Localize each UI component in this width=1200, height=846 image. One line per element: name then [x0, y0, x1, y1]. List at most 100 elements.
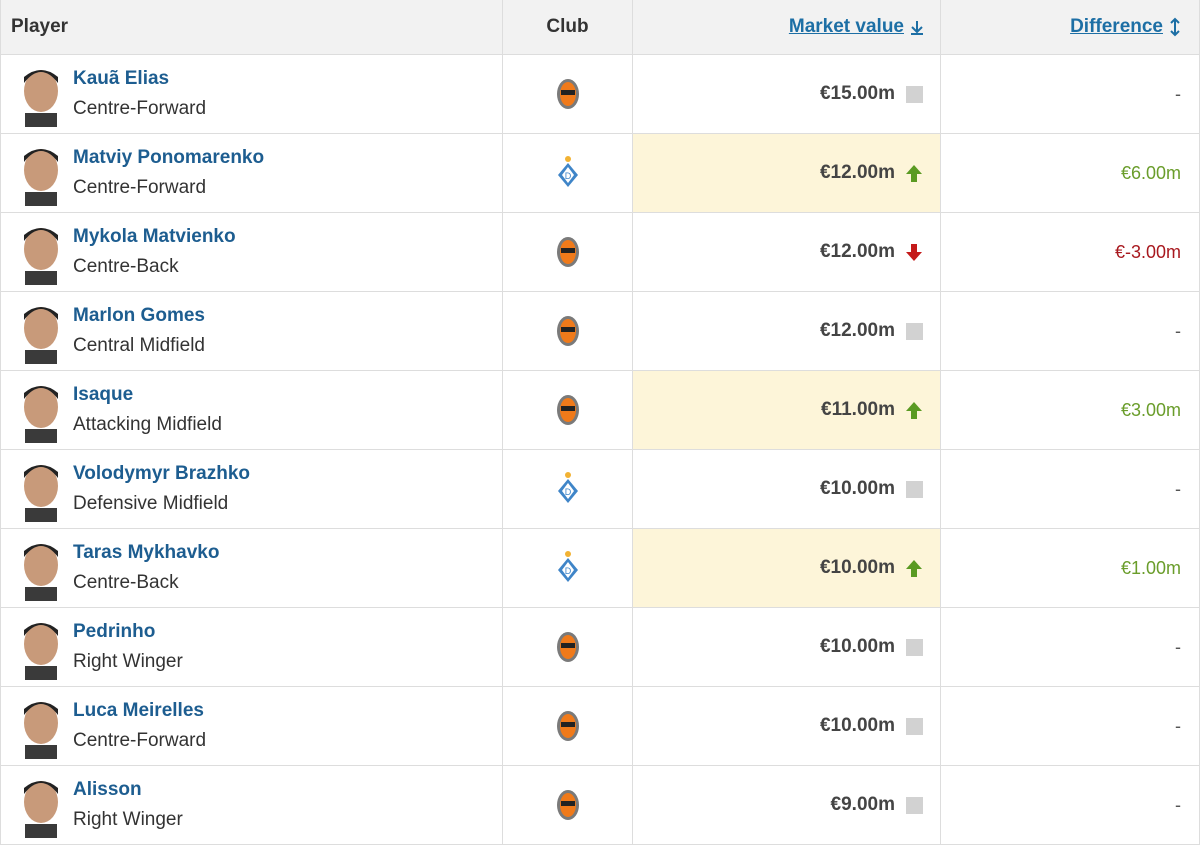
sort-link[interactable]: Market value: [788, 16, 904, 37]
market-value-cell: €10.00m: [633, 450, 941, 528]
player-position: Right Winger: [73, 809, 183, 830]
player-photo: [24, 781, 58, 838]
difference-cell: -: [941, 766, 1200, 844]
player-name[interactable]: Marlon Gomes: [73, 305, 205, 326]
player-row: Alisson Right Winger €9.00m -: [0, 766, 1200, 845]
club-cell: [503, 213, 633, 291]
market-value-cell: €12.00m: [633, 134, 941, 212]
club-cell: [503, 292, 633, 370]
market-value: €12.00m: [819, 241, 895, 262]
difference: €3.00m: [1120, 399, 1181, 420]
club-logo: D: [557, 472, 578, 503]
club-logo: [556, 790, 579, 820]
trend-icon: [906, 559, 922, 577]
player-info: Luca Meirelles Centre-Forward: [73, 700, 206, 752]
player-cell: Alisson Right Winger: [0, 766, 503, 844]
player-name[interactable]: Alisson: [73, 779, 142, 800]
player-cell: Mykola Matvienko Centre-Back: [0, 213, 503, 291]
player-name[interactable]: Luca Meirelles: [73, 700, 204, 721]
trend-icon: [906, 243, 922, 261]
club-cell: [503, 55, 633, 133]
club-cell: D: [503, 134, 633, 212]
trend-icon: [906, 322, 923, 340]
header-row: Player Club Market value Difference: [0, 0, 1200, 55]
player-cell: Kauã Elias Centre-Forward: [0, 55, 503, 133]
player-name[interactable]: Mykola Matvienko: [73, 226, 236, 247]
player-photo: [24, 702, 58, 759]
trend-icon: [906, 85, 923, 103]
player-name[interactable]: Volodymyr Brazhko: [73, 463, 251, 484]
player-info: Pedrinho Right Winger: [73, 621, 183, 673]
market-value: €10.00m: [819, 636, 895, 657]
trend-icon: [906, 164, 922, 182]
player-photo: [24, 544, 58, 601]
market-value-cell: €11.00m: [633, 371, 941, 449]
player-row: Isaque Attacking Midfield €11.00m €3.00m: [0, 371, 1200, 450]
difference: €1.00m: [1120, 557, 1181, 578]
market-value-cell: €10.00m: [633, 687, 941, 765]
player-cell: Marlon Gomes Central Midfield: [0, 292, 503, 370]
trend-icon: [906, 717, 923, 735]
player-position: Centre-Back: [73, 256, 179, 277]
header-player: Player: [0, 0, 503, 54]
club-cell: [503, 608, 633, 686]
market-value: €11.00m: [821, 399, 895, 420]
market-value-cell: €15.00m: [633, 55, 941, 133]
difference-cell: -: [941, 292, 1200, 370]
player-cell: Isaque Attacking Midfield: [0, 371, 503, 449]
player-info: Isaque Attacking Midfield: [73, 384, 222, 436]
player-info: Alisson Right Winger: [73, 779, 183, 831]
player-position: Centre-Back: [73, 572, 179, 593]
difference: -: [1175, 478, 1181, 499]
difference: -: [1175, 794, 1181, 815]
market-value: €15.00m: [819, 83, 895, 104]
player-position: Centre-Forward: [73, 177, 207, 198]
player-photo: [24, 228, 58, 285]
club-logo: D: [557, 156, 578, 187]
club-logo: [556, 316, 579, 346]
player-photo: [24, 386, 58, 443]
player-position: Attacking Midfield: [73, 414, 222, 435]
market-value-cell: €10.00m: [633, 529, 941, 607]
club-cell: [503, 371, 633, 449]
market-value-cell: €12.00m: [633, 292, 941, 370]
market-value: €10.00m: [819, 478, 895, 499]
header-market-value[interactable]: Market value: [633, 0, 941, 54]
difference-cell: -: [941, 687, 1200, 765]
player-name[interactable]: Taras Mykhavko: [73, 542, 220, 563]
player-photo: [24, 149, 58, 206]
header-difference[interactable]: Difference: [941, 0, 1200, 54]
club-cell: [503, 766, 633, 844]
club-cell: D: [503, 529, 633, 607]
svg-text:D: D: [564, 487, 571, 497]
club-logo: [556, 711, 579, 741]
player-row: Kauã Elias Centre-Forward €15.00m -: [0, 55, 1200, 134]
difference-cell: -: [941, 450, 1200, 528]
player-info: Volodymyr Brazhko Defensive Midfield: [73, 463, 250, 515]
player-row: Marlon Gomes Central Midfield €12.00m -: [0, 292, 1200, 371]
trend-icon: [906, 401, 922, 419]
player-name[interactable]: Kauã Elias: [73, 68, 170, 89]
club-cell: [503, 687, 633, 765]
difference: €6.00m: [1120, 162, 1181, 183]
difference: -: [1175, 320, 1181, 341]
player-name[interactable]: Matviy Ponomarenko: [73, 147, 265, 168]
player-position: Right Winger: [73, 651, 183, 672]
player-name[interactable]: Isaque: [73, 384, 134, 405]
player-position: Centre-Forward: [73, 98, 207, 119]
club-logo: [556, 395, 579, 425]
player-info: Matviy Ponomarenko Centre-Forward: [73, 147, 264, 199]
player-cell: Luca Meirelles Centre-Forward: [0, 687, 503, 765]
market-value: €12.00m: [819, 320, 895, 341]
player-row: Taras Mykhavko Centre-Back D €10.00m €1.00m: [0, 529, 1200, 608]
market-value: €10.00m: [819, 715, 895, 736]
player-cell: Volodymyr Brazhko Defensive Midfield: [0, 450, 503, 528]
svg-text:D: D: [564, 566, 571, 576]
club-logo: [556, 79, 579, 109]
difference-cell: €1.00m: [941, 529, 1200, 607]
sort-link[interactable]: Difference: [1070, 16, 1163, 37]
svg-text:D: D: [564, 171, 571, 181]
trend-icon: [906, 638, 923, 656]
player-name[interactable]: Pedrinho: [73, 621, 156, 642]
